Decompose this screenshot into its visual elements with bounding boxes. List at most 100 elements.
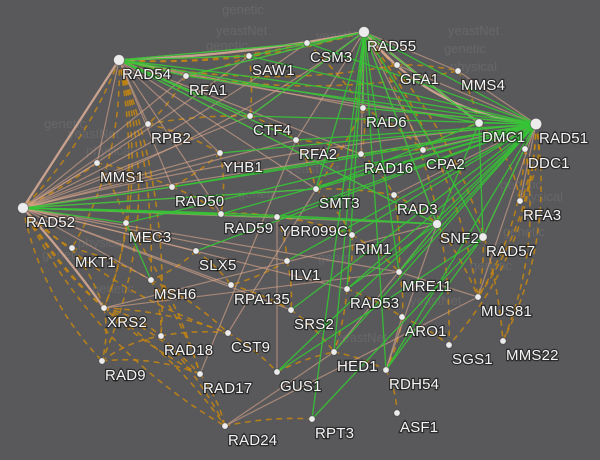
node-rad51[interactable] <box>529 117 543 131</box>
node-mec3[interactable] <box>122 219 130 227</box>
edge-slx5-rpa135 <box>195 250 232 286</box>
node-rdh54[interactable] <box>382 366 390 374</box>
network-watermark: yeastNet <box>216 23 268 38</box>
node-hed1[interactable] <box>330 348 338 356</box>
node-rad53[interactable] <box>343 285 351 293</box>
node-rpt3[interactable] <box>308 415 316 423</box>
node-slx5[interactable] <box>192 247 200 255</box>
edge-rad54-mkt1 <box>71 59 121 249</box>
node-rad24[interactable] <box>221 422 229 430</box>
node-label-asf1: ASF1 <box>400 419 438 436</box>
edge-rad55-smt3 <box>315 31 365 190</box>
node-ctf4[interactable] <box>246 112 254 120</box>
node-msh6[interactable] <box>147 276 155 284</box>
node-rad6[interactable] <box>359 104 367 112</box>
network-watermark: yeastNet <box>448 23 500 38</box>
node-rad52[interactable] <box>17 202 29 214</box>
node-rad54[interactable] <box>113 54 125 66</box>
edge-gus1-rad57 <box>276 236 484 373</box>
node-dmc1[interactable] <box>474 118 484 128</box>
node-rad3[interactable] <box>390 191 398 199</box>
node-rad16[interactable] <box>357 150 365 158</box>
node-rad59[interactable] <box>217 210 225 218</box>
node-cpa2[interactable] <box>419 146 427 154</box>
node-rfa1[interactable] <box>182 72 190 80</box>
edge-xrs2-rad9 <box>101 307 107 362</box>
node-ddc1[interactable] <box>521 145 529 153</box>
edge-rad51-rfa1 <box>185 75 537 125</box>
node-ybr099c[interactable] <box>273 213 281 221</box>
node-label-mus81: MUS81 <box>481 303 532 320</box>
node-rfa2[interactable] <box>292 136 300 144</box>
node-srs2[interactable] <box>287 306 295 314</box>
node-sgs1[interactable] <box>445 341 453 349</box>
node-label-rad50: RAD50 <box>175 193 224 210</box>
network-watermark: genetic <box>238 186 280 201</box>
node-mkt1[interactable] <box>68 244 76 252</box>
edge-xrs2-cst9 <box>103 307 229 334</box>
node-rad9[interactable] <box>98 357 106 365</box>
node-label-mre11: MRE11 <box>402 278 452 295</box>
node-label-hed1: HED1 <box>337 358 378 375</box>
edge-rad17-rad24 <box>199 373 226 427</box>
edge-rfa1-rpb2 <box>147 75 187 125</box>
edge-snf2-mre11 <box>398 223 438 273</box>
node-rad57[interactable] <box>478 232 488 242</box>
edge-snf2-mus81 <box>436 223 479 298</box>
node-rad17[interactable] <box>196 370 204 378</box>
node-rad55[interactable] <box>358 26 370 38</box>
node-label-gus1: GUS1 <box>280 378 322 395</box>
node-ilv1[interactable] <box>283 257 291 265</box>
node-xrs2[interactable] <box>100 304 108 312</box>
edge-mkt1-xrs2 <box>71 247 105 309</box>
node-label-rdh54: RDH54 <box>389 376 439 393</box>
node-mre11[interactable] <box>395 268 403 276</box>
node-snf2[interactable] <box>432 219 442 229</box>
node-label-csm3: CSM3 <box>310 49 352 66</box>
node-rim1[interactable] <box>348 231 356 239</box>
edge-mms1-mec3 <box>96 162 127 224</box>
edge-rad55-cpa2 <box>363 31 424 151</box>
node-rad50[interactable] <box>168 183 176 191</box>
node-label-rad6: RAD6 <box>366 114 407 131</box>
edge-xrs2-rad24 <box>103 307 226 427</box>
node-aro1[interactable] <box>398 313 406 321</box>
edge-rad24-rpt3 <box>224 417 313 427</box>
node-rpb2[interactable] <box>144 120 152 128</box>
edge-rad51-ilv1 <box>286 123 537 262</box>
edge-rad16-rad3 <box>360 153 395 196</box>
node-yhb1[interactable] <box>216 149 224 157</box>
node-label-cpa2: CPA2 <box>426 156 465 173</box>
edge-dmc1-smt3 <box>315 122 480 190</box>
network-watermark: yeastNet <box>336 330 388 345</box>
edge-rad57-mus81 <box>477 236 485 298</box>
node-mms22[interactable] <box>499 337 507 345</box>
node-rad18[interactable] <box>157 332 165 340</box>
edge-rad55-dmc1 <box>363 31 480 124</box>
node-mus81[interactable] <box>474 293 482 301</box>
edge-rad55-rfa1 <box>185 31 365 77</box>
node-mms1[interactable] <box>93 159 101 167</box>
node-label-snf2: SNF2 <box>440 230 479 247</box>
node-asf1[interactable] <box>393 409 401 417</box>
edge-ddc1-mus81 <box>477 148 526 298</box>
edge-rad51-rfa2 <box>295 123 537 141</box>
node-rpa135[interactable] <box>227 281 235 289</box>
edge-rpt3-rad57 <box>311 236 484 420</box>
node-smt3[interactable] <box>312 185 320 193</box>
node-csm3[interactable] <box>303 39 311 47</box>
node-saw1[interactable] <box>245 52 253 60</box>
node-label-rpa135: RPA135 <box>234 291 290 308</box>
node-cst9[interactable] <box>224 329 232 337</box>
node-gfa1[interactable] <box>393 61 401 69</box>
node-label-rfa3: RFA3 <box>523 207 561 224</box>
edge-rpb2-ctf4 <box>147 115 251 125</box>
node-label-rfa1: RFA1 <box>189 82 227 99</box>
edge-rad54-rad55 <box>118 31 365 63</box>
node-gus1[interactable] <box>273 368 281 376</box>
edge-rad18-cst9 <box>160 330 229 337</box>
node-rfa3[interactable] <box>516 197 524 205</box>
node-mms4[interactable] <box>454 67 462 75</box>
